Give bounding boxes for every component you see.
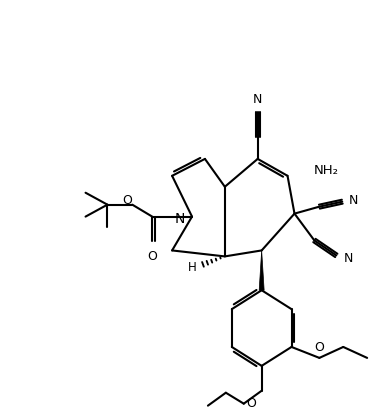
Text: O: O <box>246 396 256 409</box>
Text: H: H <box>188 260 197 273</box>
Text: N: N <box>343 251 353 264</box>
Text: N: N <box>349 194 359 206</box>
Text: O: O <box>147 250 157 263</box>
Text: N: N <box>175 211 185 225</box>
Text: O: O <box>314 340 324 353</box>
Text: N: N <box>253 93 262 106</box>
Polygon shape <box>259 251 264 290</box>
Text: O: O <box>122 194 132 206</box>
Text: NH₂: NH₂ <box>314 164 338 177</box>
